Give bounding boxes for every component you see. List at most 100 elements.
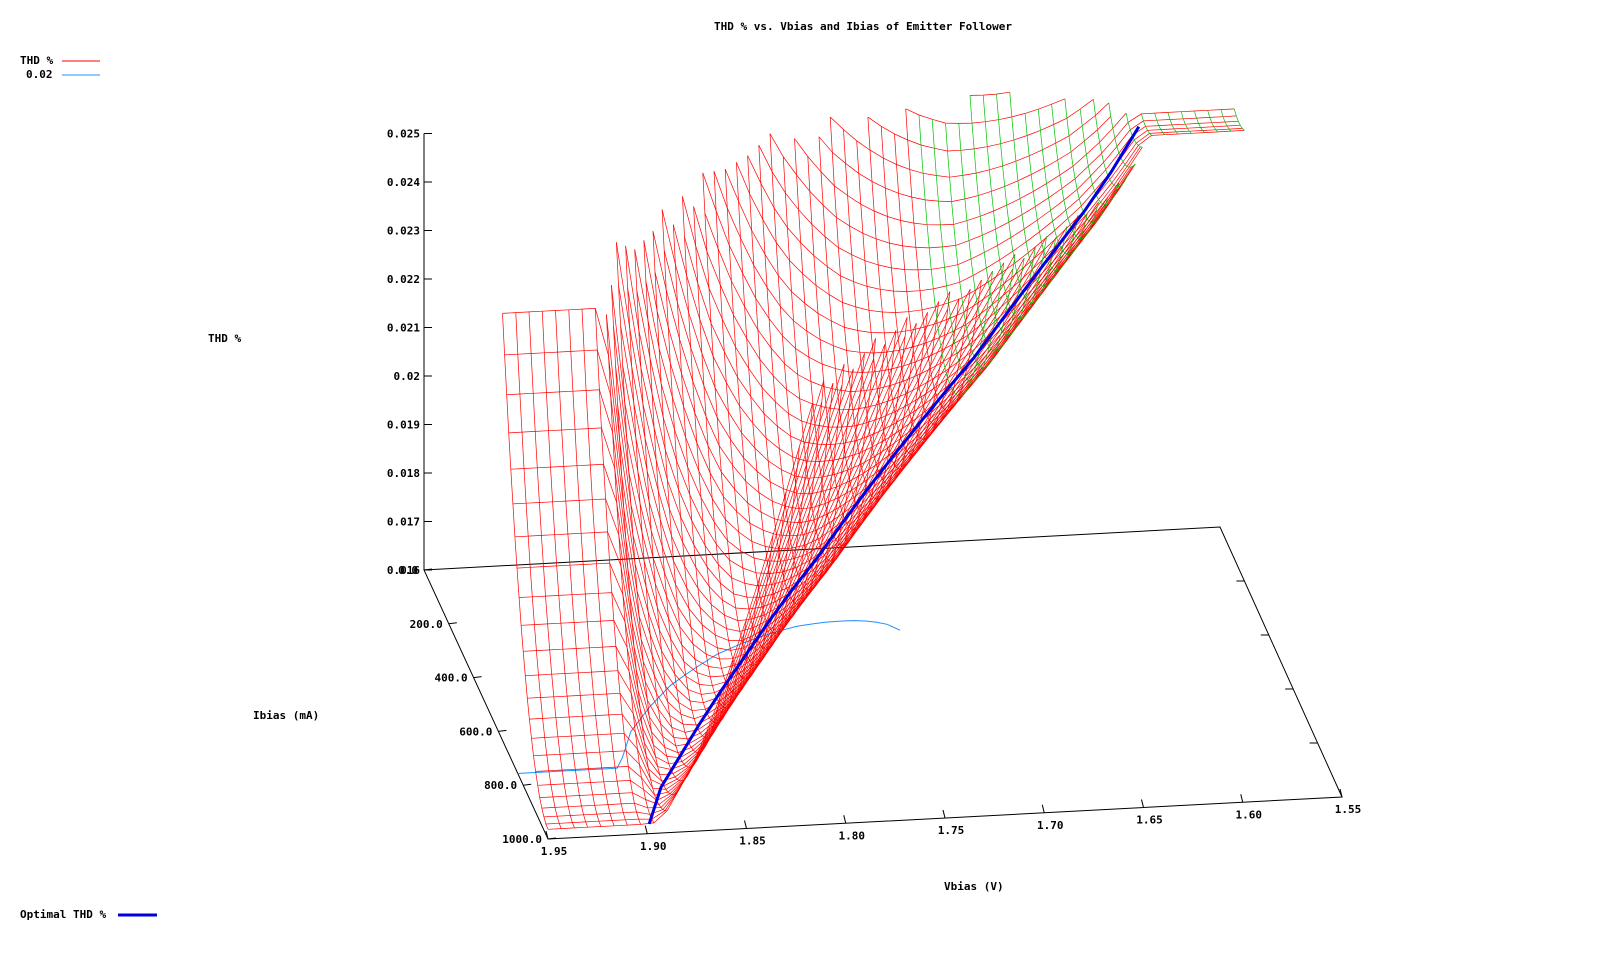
z-tick-label: 0.025: [387, 128, 420, 141]
y-axis-label: Ibias (mA): [253, 709, 319, 722]
x-tick-label: 1.75: [938, 824, 965, 837]
surface-mesh-line: [606, 314, 655, 824]
surface-mesh-line: [611, 247, 1036, 651]
surface-mesh-line: [843, 129, 928, 485]
surface-mesh-line: [1024, 113, 1079, 271]
surface-mesh-line: [543, 401, 823, 818]
surface-mesh-line: [1108, 102, 1136, 168]
surface-mesh-line: [818, 136, 908, 515]
surface-mesh-line: [506, 288, 971, 712]
x-tick-mark: [942, 809, 946, 819]
y-tick-label: 0.0: [398, 564, 418, 577]
surface-mesh-line: [794, 112, 1127, 226]
y-tick-label: 400.0: [434, 672, 467, 685]
x-tick-label: 1.70: [1037, 819, 1064, 832]
legend-label-thd: THD %: [20, 54, 53, 67]
x-tick-label: 1.95: [541, 845, 568, 858]
surface-mesh-line: [867, 99, 1094, 152]
surface-mesh-line: [627, 215, 1079, 598]
surface-mesh-line: [528, 311, 575, 829]
surface-mesh-line: [606, 262, 1005, 687]
surface-mesh-line: [616, 226, 1068, 610]
surface-mesh-line: [747, 120, 1239, 292]
surface-mesh-line: [829, 102, 1110, 178]
surface-mesh-line: [625, 225, 1077, 587]
surface-mesh-line: [1167, 112, 1179, 135]
z-tick-label: 0.022: [387, 273, 420, 286]
z-tick-label: 0.019: [387, 419, 420, 432]
x-tick-label: 1.65: [1136, 814, 1163, 827]
z-tick-label: 0.02: [394, 370, 421, 383]
surface-mesh-line: [568, 309, 615, 826]
surface-mesh-line: [1194, 110, 1205, 133]
surface-mesh-line: [1079, 108, 1120, 206]
optimal-thd-curve: [647, 125, 1141, 825]
surface-mesh-line: [704, 146, 1143, 392]
x-axis-label: Vbias (V): [944, 880, 1004, 893]
surface-mesh-line: [1093, 99, 1129, 188]
x-tick-mark: [843, 815, 847, 824]
surface-mesh-line: [515, 312, 562, 829]
surface-mesh-line: [555, 310, 602, 827]
x-tick-mark: [644, 825, 648, 834]
surface-mesh-line: [969, 95, 1036, 336]
surface-mesh-line: [1233, 108, 1245, 131]
surface-mesh-line: [969, 91, 1010, 96]
x-tick-mark: [1240, 794, 1244, 803]
surface-mesh-line: [702, 146, 1141, 373]
z-tick-label: 0.024: [387, 176, 420, 189]
y-tick-label: 1000.0: [502, 833, 542, 846]
y-tick-label: 800.0: [484, 779, 517, 792]
x-tick-mark: [744, 820, 747, 829]
x-tick-mark: [1339, 788, 1343, 798]
surface-mesh-line: [615, 268, 1014, 669]
surface-mesh-line: [736, 162, 834, 620]
y-tick-mark: [423, 568, 433, 571]
surface-mesh-line: [661, 178, 1127, 479]
y-tick-mark: [523, 783, 532, 786]
y-tick-mark: [448, 622, 457, 625]
surface-mesh-line: [782, 156, 876, 562]
surface-mesh-line: [1180, 111, 1192, 134]
x-tick-mark: [545, 830, 549, 840]
x-tick-mark: [1041, 804, 1045, 813]
surface-mesh-line: [684, 163, 1136, 445]
surface-mesh-line: [1125, 113, 1143, 148]
surface-mesh-line: [516, 312, 928, 747]
z-tick-label: 0.016: [387, 564, 420, 577]
surface-mesh-line: [1064, 98, 1109, 224]
surface-mesh-line: [502, 313, 549, 830]
surface-mesh-line: [1141, 113, 1152, 136]
y-tick-mark: [547, 837, 557, 840]
x-tick-label: 1.85: [739, 835, 766, 848]
x-tick-label: 1.60: [1236, 808, 1263, 821]
x-axis: 1.95 1.90 1.85 1.80 1.75 1.70 1.65 1.60 1.55: [541, 580, 1362, 858]
surface-mesh-line: [713, 171, 814, 650]
surface-mesh-line: [1154, 113, 1166, 135]
x-tick-mark: [1141, 799, 1144, 808]
z-axis-label: THD %: [208, 332, 241, 345]
thd-surface-mesh-backside: [918, 92, 1245, 397]
surface-mesh-line: [616, 242, 681, 795]
surface-mesh-line: [996, 94, 1057, 304]
contour-line: [517, 620, 901, 774]
base-plane-outline: [423, 526, 1343, 840]
z-tick-label: 0.018: [387, 467, 420, 480]
surface-mesh-line: [625, 245, 694, 782]
surface-mesh-line: [620, 248, 1045, 632]
surface-mesh-line: [736, 124, 1241, 313]
surface-mesh-line: [702, 172, 800, 665]
legend-label-contour: 0.02: [26, 68, 53, 81]
legend: THD % 0.02 Optimal THD %: [20, 54, 157, 921]
surface-mesh-line: [634, 201, 1099, 562]
x-tick-label: 1.90: [640, 840, 667, 853]
z-tick-label: 0.017: [387, 516, 420, 529]
y-tick-label: 200.0: [410, 618, 443, 631]
surface-mesh-line: [958, 123, 1025, 352]
surface-mesh-line: [502, 270, 993, 695]
x-tick-label: 1.55: [1335, 803, 1362, 816]
z-axis: 0.016 0.017 0.018 0.019 0.02 0.021 0.022 0.023 0…: [387, 128, 432, 577]
y-tick-mark: [473, 676, 482, 679]
surface-mesh-line: [645, 209, 1097, 550]
surface-mesh-line: [510, 308, 949, 726]
